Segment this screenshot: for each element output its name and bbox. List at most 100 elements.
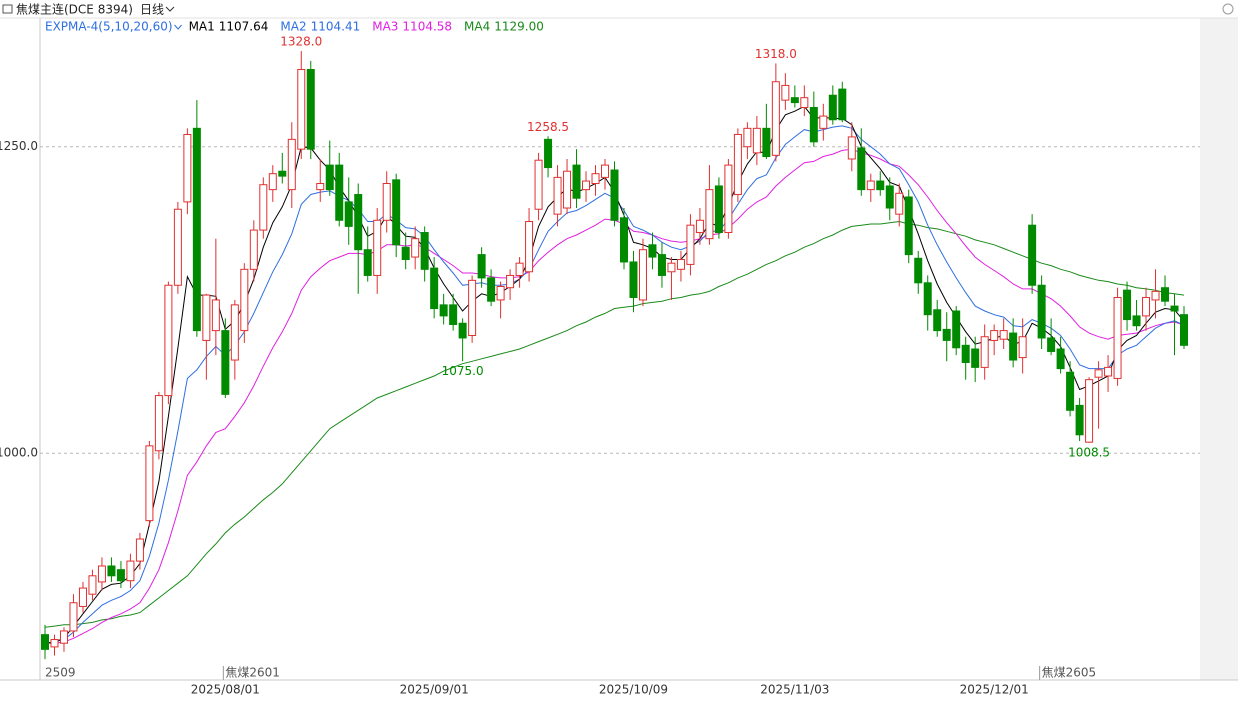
period-chevron[interactable] — [165, 6, 175, 12]
candle-body — [392, 179, 401, 246]
candle-body — [192, 127, 201, 332]
candle-body — [733, 133, 742, 196]
low-label: 1008.5 — [1068, 445, 1110, 459]
candle-body — [667, 262, 676, 273]
candle-body — [211, 299, 220, 332]
legend-name: MA2 — [280, 20, 306, 34]
candle-body — [638, 249, 647, 301]
candle-body — [895, 192, 904, 215]
high-label: 1318.0 — [755, 47, 797, 61]
candle-body — [468, 279, 477, 337]
candle-body — [59, 630, 68, 644]
candle-body — [430, 267, 439, 310]
candle-body — [1066, 371, 1075, 411]
candle-body — [1170, 305, 1179, 312]
candle-body — [297, 68, 306, 150]
candle-body — [866, 180, 875, 191]
candle-body — [135, 538, 144, 562]
candle-body — [268, 173, 277, 191]
y-tick-label: 1250.0 — [0, 139, 38, 153]
candle-body — [999, 330, 1008, 340]
candle-body — [610, 169, 619, 221]
x-tick-label: 2025/10/09 — [599, 683, 668, 697]
candle-body — [249, 229, 258, 270]
candle-body — [449, 304, 458, 325]
candle-body — [847, 136, 856, 160]
candle-body — [183, 133, 192, 203]
candle-body — [933, 309, 942, 332]
candle-body — [790, 97, 799, 104]
candle-body — [648, 244, 657, 258]
candle-body — [41, 634, 49, 650]
candle-body — [534, 159, 543, 210]
candle-body — [154, 395, 163, 452]
candle-body — [686, 224, 695, 265]
candle-body — [695, 219, 704, 234]
candle-body — [771, 81, 780, 156]
candle-body — [411, 238, 420, 258]
candle-body — [97, 565, 106, 583]
candle-body — [1018, 336, 1027, 359]
settings-icon[interactable] — [1222, 3, 1234, 15]
candle-body — [126, 560, 135, 582]
candle-body — [1113, 297, 1122, 379]
legend-value: 1129.00 — [494, 20, 544, 34]
candle-body — [373, 219, 382, 276]
candle-body — [107, 565, 116, 577]
legend-value: 1104.58 — [402, 20, 452, 34]
candle-body — [819, 115, 828, 129]
candle-body — [601, 164, 610, 178]
candle-body — [1123, 289, 1132, 321]
candle-body — [980, 336, 989, 368]
candle-body — [306, 68, 315, 150]
high-label: 1328.0 — [280, 35, 322, 49]
contract-label: 焦煤2601 — [225, 666, 280, 680]
low-label: 1075.0 — [442, 364, 484, 378]
candle-body — [553, 176, 562, 215]
candle-body — [458, 322, 467, 339]
candle-body — [487, 277, 496, 302]
candle-body — [1142, 297, 1151, 317]
legend-value: 1107.64 — [219, 20, 269, 34]
candle-body — [344, 201, 353, 227]
candle-body — [1028, 224, 1037, 286]
candle-body — [325, 164, 334, 191]
candle-body — [714, 185, 723, 234]
candle-body — [904, 196, 913, 256]
candle-body — [800, 97, 809, 108]
candle-body — [582, 180, 591, 191]
candle-body — [990, 330, 999, 341]
contract-label: 焦煤2605 — [1042, 666, 1097, 680]
high-label: 1258.5 — [527, 120, 569, 134]
candle-body — [382, 183, 391, 221]
x-tick-label: 2025/11/03 — [760, 683, 829, 697]
candle-body — [259, 184, 268, 231]
candle-body — [971, 348, 980, 368]
indicator-name: EXPMA-4(5,10,20,60) — [45, 20, 173, 34]
candle-body — [354, 194, 363, 251]
candle-body — [676, 259, 685, 270]
symbol-name[interactable]: 焦煤主连(DCE 8394) — [16, 2, 133, 17]
legend: EXPMA-4(5,10,20,60) MA1 1107.64 MA2 1104.41 M… — [45, 20, 544, 34]
candle-body — [762, 127, 771, 158]
period-select[interactable]: 日线 — [140, 3, 164, 17]
candle-body — [705, 189, 714, 240]
candle-body — [164, 284, 173, 397]
right-scale-panel — [1200, 18, 1238, 680]
menu-icon[interactable] — [2, 4, 13, 14]
candle-body — [838, 88, 847, 121]
candle-body — [1180, 314, 1188, 346]
legend-value: 1104.41 — [311, 20, 361, 34]
candle-body — [752, 127, 761, 154]
indicator-chevron — [174, 24, 182, 30]
candle-body — [50, 639, 59, 648]
candle-body — [1047, 337, 1056, 352]
candle-body — [287, 138, 296, 191]
x-tick-label: 2025/08/01 — [191, 683, 260, 697]
candle-body — [240, 268, 249, 332]
y-tick-label: 1000.0 — [0, 446, 38, 460]
candle-body — [572, 164, 581, 199]
candle-body — [914, 257, 923, 284]
candle-body — [724, 164, 733, 234]
